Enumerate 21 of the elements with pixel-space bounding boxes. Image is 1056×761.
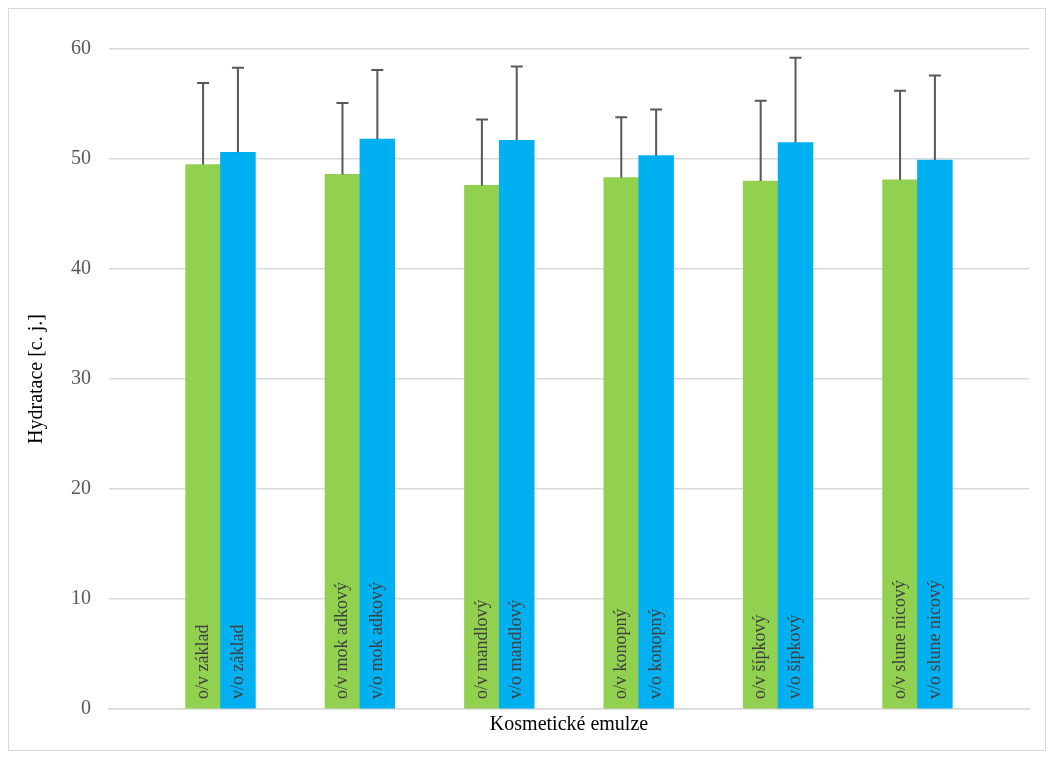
x-tick-label: v/o základ <box>226 624 247 699</box>
x-tick-label: v/o slune nicový <box>923 580 944 699</box>
y-tick-label: 0 <box>81 696 91 719</box>
x-axis-title: Kosmetické emulze <box>489 712 649 735</box>
y-tick-label: 40 <box>71 256 91 279</box>
y-tick-label: 10 <box>71 586 91 609</box>
y-axis-title: Hydratace [c. j.] <box>24 314 48 444</box>
x-tick-label: o/v mok adkový <box>331 582 352 699</box>
x-tick-label: v/o šípkový <box>784 614 805 699</box>
x-tick-label: o/v slune nicový <box>888 580 909 699</box>
y-tick-label: 60 <box>71 36 91 59</box>
x-tick-label: o/v šípkový <box>749 614 770 699</box>
x-tick-label: v/o konopný <box>644 608 665 699</box>
x-tick-label: v/o mandlový <box>505 599 526 699</box>
x-tick-label: v/o mok adkový <box>366 582 387 699</box>
y-tick-label: 50 <box>71 146 91 169</box>
x-tick-label: o/v konopný <box>610 608 631 699</box>
x-tick-label: o/v mandlový <box>470 599 491 699</box>
y-tick-label: 30 <box>71 366 91 389</box>
x-tick-label: o/v základ <box>191 624 212 699</box>
y-tick-label: 20 <box>71 476 91 499</box>
